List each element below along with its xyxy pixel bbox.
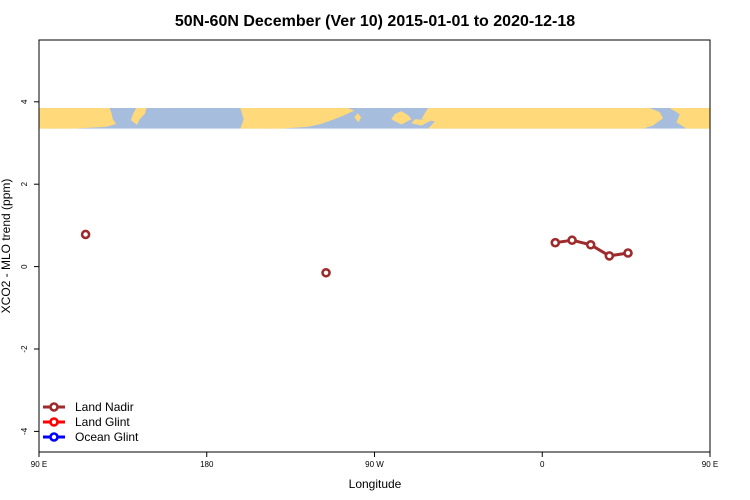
map-land-4 [391,111,412,125]
data-point [567,235,577,246]
map-land-0 [39,108,117,129]
legend-label: Land Glint [75,415,130,429]
x-axis-label: Longitude [349,477,402,491]
x-axis: 90 E 180 90 W 0 90 E [31,452,718,469]
y-tick-label: -4 [20,427,29,435]
y-tick-label: 0 [20,264,29,269]
legend-label: Ocean Glint [75,430,139,444]
y-axis-label: XCO2 - MLO trend (ppm) [0,179,13,314]
legend-marker [49,402,59,412]
data-point [585,239,596,250]
y-tick-label: 4 [20,99,29,104]
x-tick-label: 90 W [365,460,384,469]
x-tick-label: 90 E [31,460,47,469]
x-tick-label: 90 E [702,460,718,469]
map-land-3 [354,113,362,123]
y-tick-label: -2 [20,345,29,353]
map-strip [39,107,710,129]
map-land-6 [411,119,432,126]
y-tick-label: 2 [20,181,29,186]
legend-label: Land Nadir [75,400,134,414]
map-land-1 [130,108,147,125]
data-point [321,267,331,278]
data-point [550,237,561,248]
data-point [623,248,633,258]
map-land-7 [669,108,710,129]
series-layer [80,229,633,278]
legend-marker [49,432,59,442]
map-land-2 [240,108,355,129]
map-land-5 [421,108,663,129]
x-tick-label: 180 [200,460,214,469]
chart-title: 50N-60N December (Ver 10) 2015-01-01 to … [175,13,575,30]
legend-marker [49,417,59,427]
data-point [604,251,615,261]
data-point [80,229,91,240]
plot-frame [38,39,711,453]
y-axis: -4 -2 0 2 4 [20,99,39,435]
x-tick-label: 0 [540,460,545,469]
